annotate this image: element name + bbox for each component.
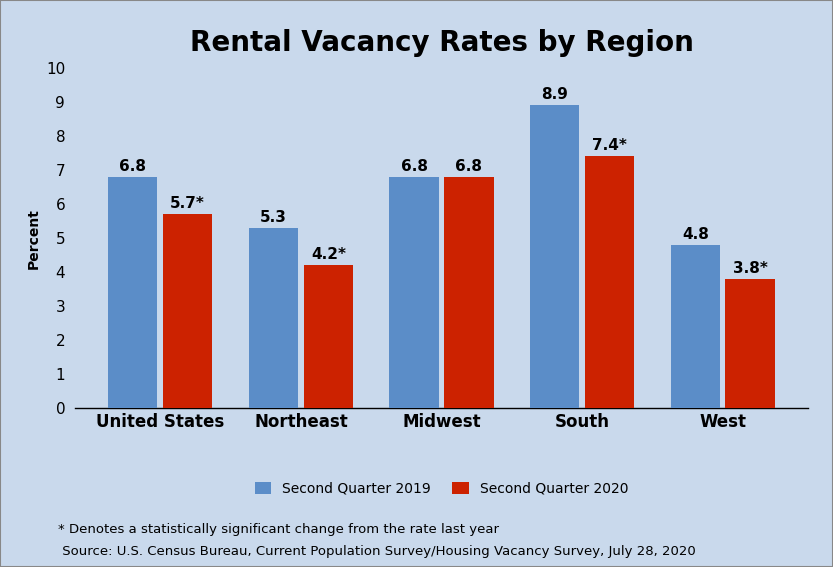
Text: 4.8: 4.8 — [682, 227, 709, 242]
Bar — [390, 177, 439, 408]
Bar — [444, 177, 493, 408]
Title: Rental Vacancy Rates by Region: Rental Vacancy Rates by Region — [190, 29, 693, 57]
Text: 5.3: 5.3 — [260, 210, 287, 225]
Bar — [671, 245, 720, 408]
Text: 3.8*: 3.8* — [733, 261, 767, 276]
Bar — [585, 156, 634, 408]
Text: 6.8: 6.8 — [456, 159, 482, 174]
Text: 5.7*: 5.7* — [170, 196, 205, 211]
Bar — [163, 214, 212, 408]
Bar — [530, 105, 579, 408]
Bar — [726, 279, 775, 408]
Legend: Second Quarter 2019, Second Quarter 2020: Second Quarter 2019, Second Quarter 2020 — [249, 476, 634, 502]
Bar — [108, 177, 157, 408]
Text: 7.4*: 7.4* — [592, 138, 627, 153]
Bar — [304, 265, 353, 408]
Text: 4.2*: 4.2* — [311, 247, 346, 262]
Y-axis label: Percent: Percent — [27, 208, 41, 269]
Text: * Denotes a statistically significant change from the rate last year: * Denotes a statistically significant ch… — [58, 523, 499, 536]
Text: 8.9: 8.9 — [541, 87, 568, 102]
Bar — [249, 228, 298, 408]
Text: 6.8: 6.8 — [119, 159, 147, 174]
Text: Source: U.S. Census Bureau, Current Population Survey/Housing Vacancy Survey, Ju: Source: U.S. Census Bureau, Current Popu… — [58, 545, 696, 558]
Text: 6.8: 6.8 — [401, 159, 427, 174]
